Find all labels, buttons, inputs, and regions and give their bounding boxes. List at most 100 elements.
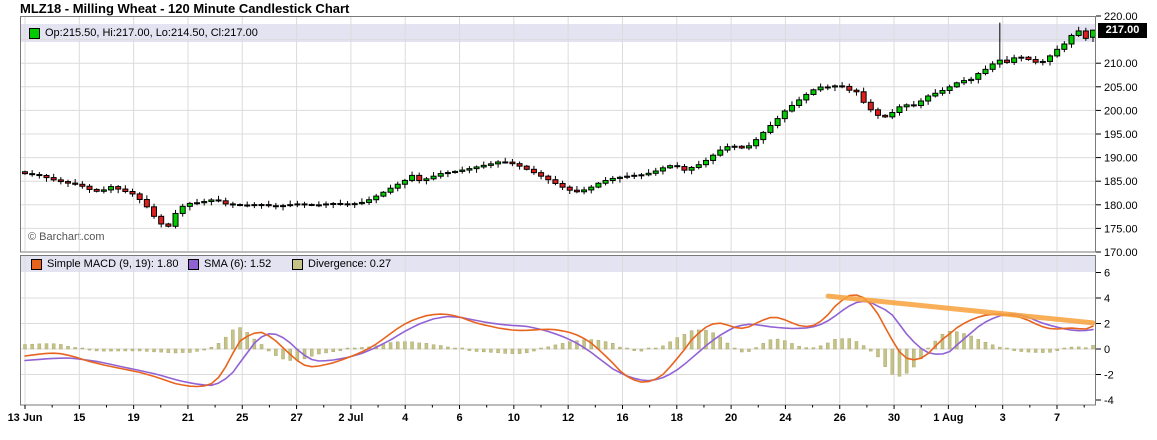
divergence-bar bbox=[30, 343, 34, 350]
candle-up bbox=[466, 168, 473, 171]
divergence-bar bbox=[481, 348, 486, 353]
last-price-label: 217.00 bbox=[1098, 23, 1147, 38]
candle-up bbox=[717, 149, 724, 156]
candle-down bbox=[509, 161, 516, 165]
divergence-bar bbox=[768, 339, 773, 350]
trendline-annotation[interactable] bbox=[825, 293, 1096, 326]
candle-down bbox=[272, 205, 279, 208]
candle-up bbox=[982, 68, 989, 75]
candle-up bbox=[373, 195, 380, 201]
candle-down bbox=[65, 181, 72, 184]
price-axis-tick-label: 170.00 bbox=[1104, 247, 1138, 259]
candle-down bbox=[860, 91, 867, 103]
candle-up bbox=[702, 159, 709, 166]
divergence-bar bbox=[1012, 348, 1016, 351]
candle-down bbox=[93, 188, 100, 192]
candle-up bbox=[1075, 30, 1082, 36]
divergence-bar bbox=[1055, 348, 1059, 351]
candle-up bbox=[595, 182, 602, 188]
ohlc-text: Op:215.50, Hi:217.00, Lo:214.50, Cl:217.… bbox=[45, 27, 258, 39]
price-axis-tick-label: 195.00 bbox=[1104, 129, 1138, 141]
candle-up bbox=[323, 203, 330, 206]
ohlc-info-bar bbox=[21, 24, 1095, 42]
price-axis-tick-label: 220.00 bbox=[1104, 11, 1138, 23]
candle-up bbox=[659, 167, 666, 172]
divergence-bar bbox=[446, 346, 450, 350]
divergence-bar bbox=[94, 348, 99, 352]
divergence-bar bbox=[503, 348, 507, 354]
macd-axis-tick-label: 4 bbox=[1104, 293, 1110, 305]
divergence-bar bbox=[489, 348, 493, 353]
divergence-bar bbox=[453, 347, 457, 350]
candle-up bbox=[100, 189, 107, 192]
candle-down bbox=[538, 172, 545, 177]
candle-up bbox=[645, 172, 652, 176]
divergence-bar bbox=[123, 348, 128, 352]
divergence-bar bbox=[718, 336, 723, 350]
divergence-bar bbox=[238, 327, 242, 350]
divergence-bar bbox=[80, 347, 85, 350]
divergence-bar bbox=[611, 343, 615, 350]
candle-down bbox=[523, 165, 530, 170]
ohlc-info: Op:215.50, Hi:217.00, Lo:214.50, Cl:217.… bbox=[29, 26, 258, 40]
divergence-bar bbox=[130, 348, 135, 352]
divergence-bar bbox=[962, 333, 966, 350]
candle-up bbox=[581, 189, 588, 193]
divergence-bar bbox=[137, 348, 142, 352]
candle-down bbox=[115, 186, 122, 190]
time-axis-label: 2 Jul bbox=[338, 412, 363, 424]
divergence-bar bbox=[775, 338, 780, 350]
legend-item-macd: Simple MACD (9, 19): 1.80 bbox=[31, 257, 178, 271]
divergence-bar bbox=[582, 339, 586, 350]
candle-up bbox=[1018, 56, 1025, 59]
divergence-bar bbox=[818, 345, 823, 350]
divergence-bar bbox=[675, 337, 680, 350]
candle-up bbox=[803, 93, 810, 101]
divergence-bar bbox=[1069, 346, 1074, 350]
candle-up bbox=[688, 166, 695, 171]
divergence-bar bbox=[833, 339, 837, 350]
divergence-bar bbox=[195, 348, 199, 352]
candle-up bbox=[1090, 29, 1096, 38]
divergence-bar bbox=[417, 342, 421, 350]
candle-up bbox=[1046, 55, 1053, 62]
price-panel-border bbox=[20, 16, 1096, 253]
candle-up bbox=[939, 89, 946, 94]
candle-up bbox=[695, 164, 702, 168]
time-axis-label: 24 bbox=[779, 412, 792, 424]
candle-down bbox=[552, 179, 559, 184]
candle-down bbox=[738, 145, 745, 149]
divergence-bar bbox=[1026, 348, 1031, 353]
candle-down bbox=[839, 85, 846, 88]
divergence-bar bbox=[847, 338, 852, 350]
candle-up bbox=[179, 205, 186, 214]
legend-label-divergence: Divergence: 0.27 bbox=[308, 258, 392, 270]
divergence-bar bbox=[266, 348, 271, 352]
candle-up bbox=[968, 78, 975, 82]
divergence-bar bbox=[360, 347, 364, 350]
divergence-bar bbox=[618, 346, 622, 350]
candle-up bbox=[989, 63, 996, 70]
divergence-bar bbox=[317, 348, 321, 355]
candle-up bbox=[409, 174, 416, 181]
divergence-bar bbox=[983, 341, 988, 350]
divergence-bar bbox=[438, 345, 443, 350]
divergence-bar bbox=[152, 348, 156, 353]
candle-up bbox=[602, 179, 609, 184]
divergence-bar bbox=[51, 343, 56, 350]
candle-down bbox=[559, 182, 566, 188]
divergence-bar bbox=[761, 343, 766, 350]
divergence-bar bbox=[740, 348, 744, 353]
candle-up bbox=[1068, 34, 1075, 45]
divergence-bar bbox=[274, 348, 278, 356]
divergence-bar bbox=[37, 343, 42, 350]
divergence-bar bbox=[654, 347, 658, 350]
macd-axis-tick-label: 0 bbox=[1104, 344, 1110, 356]
candle-up bbox=[760, 131, 767, 141]
candle-down bbox=[674, 165, 681, 168]
divergence-bar bbox=[890, 348, 895, 375]
divergence-bar bbox=[259, 344, 264, 350]
candle-up bbox=[172, 212, 179, 227]
